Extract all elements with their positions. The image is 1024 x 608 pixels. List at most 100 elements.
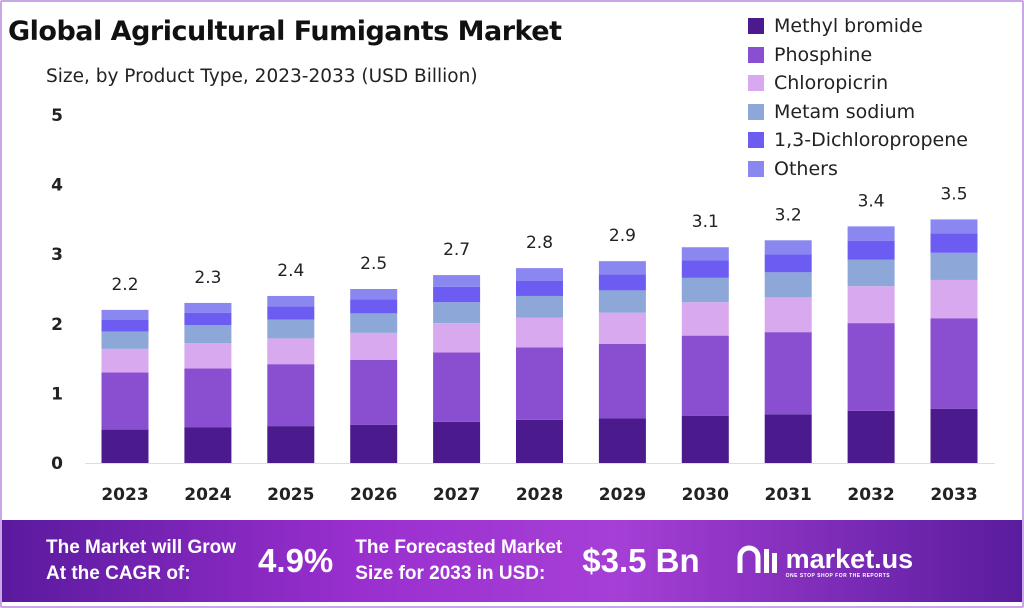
chart-subtitle: Size, by Product Type, 2023-2033 (USD Bi…: [46, 66, 478, 87]
bar-segment-others: [764, 240, 812, 255]
bar-segment-chloropicrin: [930, 279, 978, 319]
legend-swatch: [748, 103, 764, 120]
bar-segment-methyl-bromide: [516, 419, 563, 463]
x-tick-label: 2027: [433, 485, 480, 505]
cagr-label-line2: At the CAGR of:: [46, 563, 191, 584]
legend-label: Phosphine: [774, 43, 873, 66]
bar-segment-others: [350, 289, 398, 300]
footer-banner: The Market will Grow At the CAGR of: 4.9%…: [2, 520, 1022, 602]
legend-item: Methyl bromide: [748, 12, 968, 41]
y-tick-label: 3: [51, 245, 63, 265]
cagr-value: 4.9%: [258, 542, 334, 579]
bar-segment-others: [598, 261, 646, 275]
x-tick-label: 2024: [184, 485, 231, 505]
bar-segment-1-3-dichloropropene: [267, 306, 315, 320]
bar-segment-metam-sodium: [350, 313, 398, 333]
bar-segment-1-3-dichloropropene: [101, 319, 149, 332]
legend-label: Chloropicrin: [774, 72, 889, 95]
bar-segment-phosphine: [764, 332, 812, 415]
bar-segment-chloropicrin: [516, 317, 563, 348]
bar-segment-others: [681, 247, 729, 261]
bar-segment-1-3-dichloropropene: [350, 299, 398, 314]
bar-segment-phosphine: [184, 368, 232, 428]
bar-segment-chloropicrin: [598, 312, 646, 344]
bar-segment-phosphine: [598, 343, 646, 419]
x-tick-label: 2028: [516, 485, 563, 505]
legend-item: 1,3-Dichloropropene: [748, 126, 968, 155]
forecast-label: The Forecasted Market Size for 2033 in US…: [355, 535, 562, 587]
bar-segment-phosphine: [101, 372, 149, 430]
legend-label: Methyl bromide: [774, 15, 923, 38]
total-data-label: 2.4: [277, 261, 304, 281]
y-tick-label: 0: [51, 454, 63, 474]
bar-segment-metam-sodium: [267, 319, 315, 339]
legend-label: 1,3-Dichloropropene: [774, 129, 968, 152]
chart-plot: 0 1 2 3 4 5 2.2 2023 2.3 2024 2.4 2025 2.5 2026 2.7 202…: [51, 106, 995, 505]
x-tick-label: 2030: [682, 485, 729, 505]
bar-segment-phosphine: [267, 364, 315, 427]
bar-segment-chloropicrin: [101, 348, 149, 373]
bar-segment-metam-sodium: [598, 290, 646, 313]
bar-segment-metam-sodium: [764, 272, 812, 298]
x-tick-label: 2032: [847, 485, 894, 505]
bar-segment-metam-sodium: [516, 295, 563, 318]
bar-segment-others: [847, 226, 895, 241]
chart-title: Global Agricultural Fumigants Market: [8, 16, 562, 47]
legend-item: Phosphine: [748, 41, 968, 70]
forecast-value: $3.5 Bn: [582, 542, 700, 579]
bar-segment-phosphine: [350, 359, 398, 425]
bar-segment-methyl-bromide: [433, 421, 481, 463]
brand-tagline: ONE STOP SHOP FOR THE REPORTS: [785, 572, 891, 579]
x-tick-label: 2026: [350, 485, 397, 505]
forecast-label-line2: Size for 2033 in USD:: [355, 563, 546, 584]
bar-segment-phosphine: [516, 347, 563, 420]
bar-segment-methyl-bromide: [184, 427, 232, 463]
bar-segment-1-3-dichloropropene: [847, 240, 895, 260]
bar-segment-methyl-bromide: [101, 429, 149, 463]
x-tick-label: 2025: [267, 485, 314, 505]
bar-segment-1-3-dichloropropene: [681, 260, 729, 278]
bar-segment-metam-sodium: [433, 302, 481, 324]
bar-segment-chloropicrin: [433, 323, 481, 353]
legend-item: Others: [748, 155, 968, 184]
brand-logo: market.us ONE STOP SHOP FOR THE REPORTS: [736, 543, 914, 579]
total-data-label: 2.5: [360, 254, 387, 274]
legend-swatch: [748, 160, 764, 177]
bar-segment-1-3-dichloropropene: [516, 280, 563, 296]
bar-segment-others: [184, 302, 232, 313]
legend-swatch: [748, 75, 764, 92]
brand-name: market.us: [785, 543, 914, 574]
bar-segment-chloropicrin: [267, 338, 315, 365]
bar-segment-methyl-bromide: [764, 414, 812, 463]
bar-segment-others: [516, 268, 563, 281]
total-data-label: 2.3: [194, 268, 221, 288]
bar-segment-1-3-dichloropropene: [598, 274, 646, 291]
bar-segment-1-3-dichloropropene: [930, 233, 978, 253]
legend-swatch: [748, 132, 764, 149]
forecast-label-line1: The Forecasted Market: [355, 537, 563, 558]
bar-segment-phosphine: [847, 323, 895, 411]
total-data-label: 2.8: [526, 233, 553, 253]
y-tick-label: 5: [51, 106, 63, 126]
x-tick-label: 2023: [101, 485, 148, 505]
total-data-label: 2.9: [609, 226, 636, 246]
y-tick-label: 1: [51, 384, 63, 404]
legend-swatch: [748, 18, 764, 35]
bar-segment-methyl-bromide: [681, 415, 729, 463]
bar-segment-metam-sodium: [930, 252, 978, 280]
bar-segment-methyl-bromide: [930, 408, 978, 463]
bar-segment-phosphine: [930, 318, 978, 409]
bar-segment-others: [267, 295, 315, 307]
total-data-label: 3.2: [775, 205, 802, 225]
x-tick-label: 2029: [599, 485, 646, 505]
bar-segment-phosphine: [681, 335, 729, 416]
bar-segment-1-3-dichloropropene: [433, 286, 481, 303]
total-data-label: 2.7: [443, 240, 470, 260]
bar-segment-1-3-dichloropropene: [764, 254, 812, 273]
y-tick-label: 2: [51, 315, 63, 335]
bar-segment-chloropicrin: [184, 343, 232, 369]
legend-swatch: [748, 46, 764, 63]
bar-segment-1-3-dichloropropene: [184, 312, 232, 326]
bar-segment-methyl-bromide: [350, 424, 398, 463]
